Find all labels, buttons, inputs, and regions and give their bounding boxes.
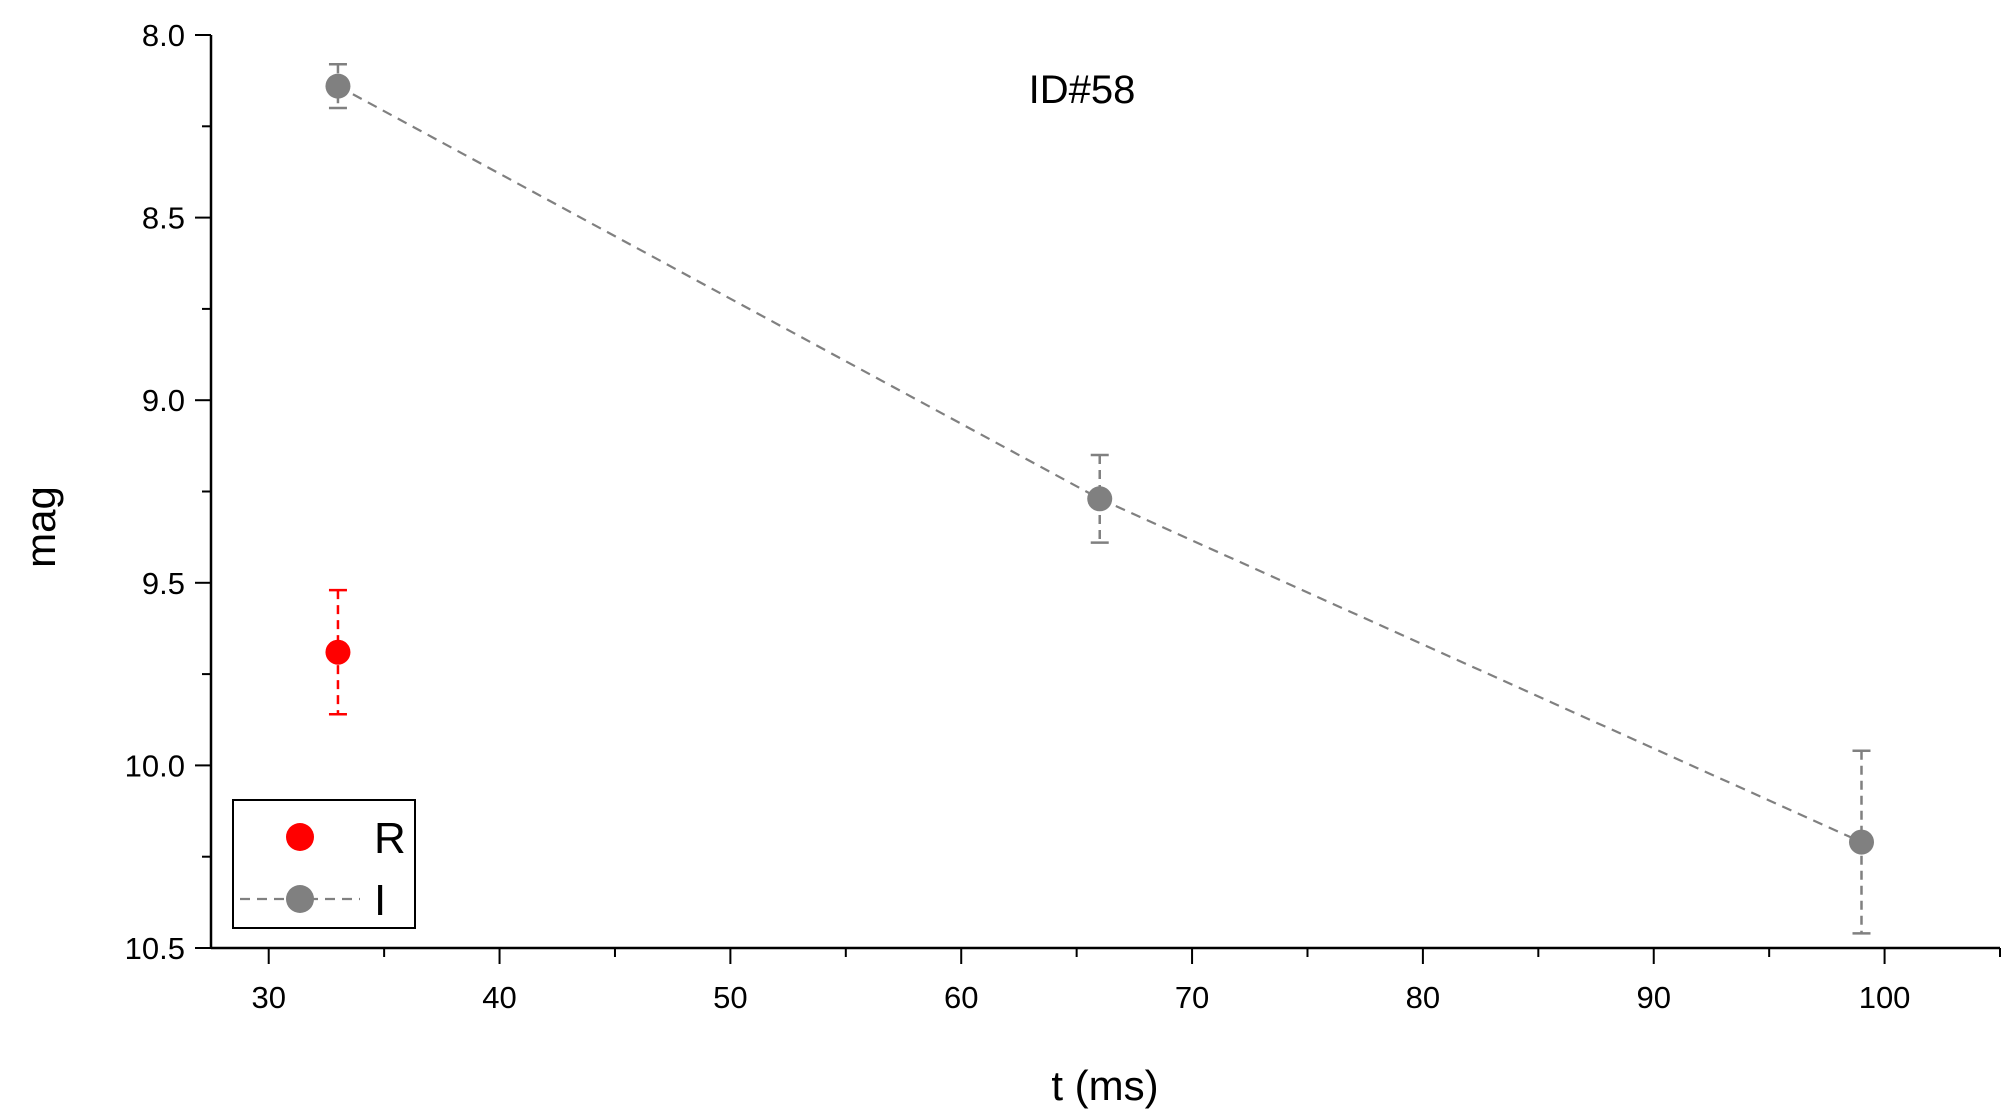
y-tick-label: 10.5: [125, 931, 185, 966]
series-I: [325, 62, 1874, 935]
x-tick-label: 90: [1636, 980, 1670, 1015]
data-point-R: [325, 639, 351, 665]
data-point-I: [1848, 829, 1874, 855]
series-R: [325, 588, 351, 716]
y-axis-title: mag: [17, 486, 64, 568]
y-tick-label: 9.0: [142, 383, 185, 418]
legend-marker-R: [286, 823, 314, 851]
legend-box: [232, 799, 416, 929]
y-tick-label: 8.5: [142, 201, 185, 236]
legend-label-I: I: [374, 876, 386, 925]
x-tick-label: 60: [944, 980, 978, 1015]
x-tick-label: 30: [251, 980, 285, 1015]
x-axis-ticks: 30 40 50 60 70 80 90 100: [251, 948, 2001, 1015]
series-line-I: [337, 85, 1862, 844]
legend-marker-I: [286, 885, 314, 913]
y-axis-ticks: 8.0 8.5 9.0 9.5 10.0 10.5: [125, 18, 211, 966]
data-point-I: [1087, 486, 1113, 512]
y-tick-label: 10.0: [125, 748, 185, 783]
legend-label-R: R: [374, 814, 406, 863]
x-tick-label: 50: [713, 980, 747, 1015]
x-tick-label: 40: [482, 980, 516, 1015]
data-point-I: [325, 73, 351, 99]
x-tick-label: 70: [1175, 980, 1209, 1015]
chart-title: ID#58: [1029, 68, 1136, 112]
y-tick-label: 8.0: [142, 18, 185, 53]
x-tick-label: 80: [1406, 980, 1440, 1015]
legend: RI: [232, 799, 416, 929]
x-axis-title: t (ms): [1051, 1062, 1158, 1109]
y-tick-label: 9.5: [142, 566, 185, 601]
series-layer: [325, 62, 1874, 935]
x-tick-label: 100: [1859, 980, 1911, 1015]
